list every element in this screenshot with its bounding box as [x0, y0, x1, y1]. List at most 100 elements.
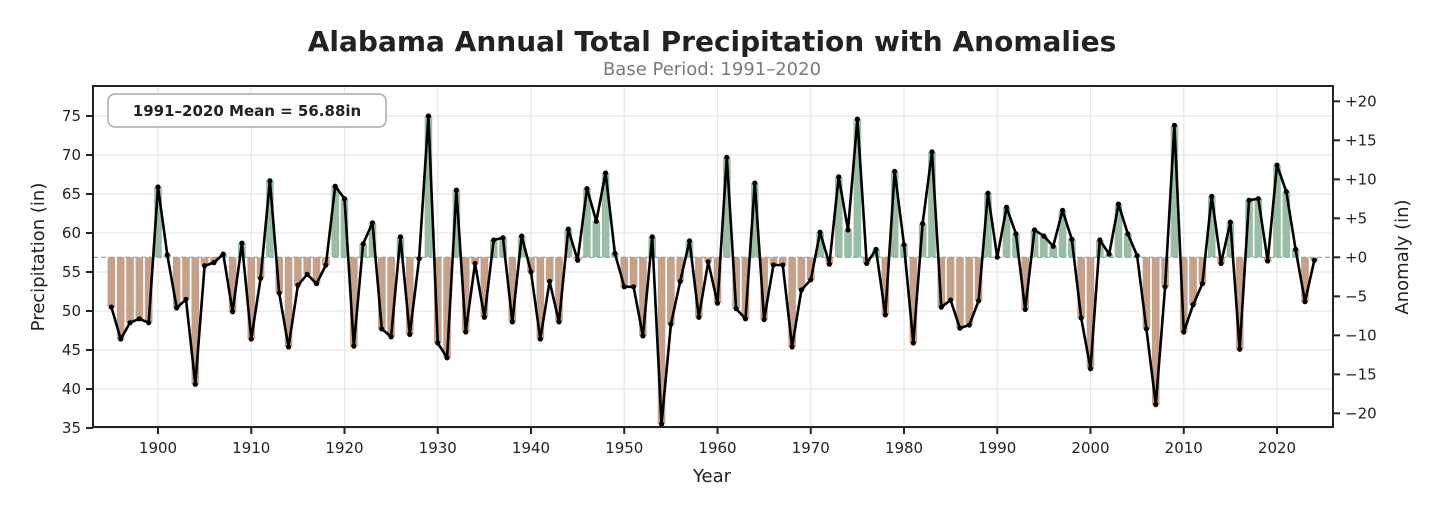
anomaly-bar: [471, 257, 479, 264]
anomaly-bar: [247, 257, 256, 340]
y2-tick-label: −5: [1345, 287, 1367, 305]
data-point: [1274, 162, 1280, 168]
data-point: [481, 314, 487, 320]
y-tick-label: 40: [62, 380, 81, 398]
data-point: [724, 154, 730, 160]
anomaly-bar: [508, 257, 517, 322]
x-tick-label: 1970: [792, 439, 830, 457]
data-point: [118, 336, 124, 342]
anomaly-bar: [182, 257, 190, 300]
anomaly-bar: [723, 157, 731, 258]
data-point: [388, 334, 394, 340]
data-point: [1293, 246, 1299, 252]
data-point: [742, 316, 749, 322]
y-tick-label: 75: [62, 107, 81, 125]
data-point: [1050, 243, 1056, 249]
data-point: [276, 290, 282, 296]
anomaly-bar: [266, 180, 274, 258]
anomaly-bar: [1207, 196, 1216, 258]
data-point: [1199, 281, 1205, 287]
precip-line: [110, 114, 1316, 426]
data-point: [267, 178, 273, 184]
anomaly-bar: [228, 257, 237, 312]
plot-frame: [92, 85, 1334, 428]
anomaly-bar: [713, 257, 722, 304]
data-point: [873, 246, 879, 252]
data-point: [966, 322, 972, 328]
data-point: [1041, 233, 1047, 239]
anomaly-bar: [592, 221, 601, 258]
anomaly-bar: [1254, 198, 1263, 258]
data-point: [528, 269, 534, 275]
anomaly-bar: [1151, 257, 1160, 405]
anomaly-bar: [956, 257, 964, 329]
anomaly-bar: [144, 257, 153, 323]
anomaly-bar: [1077, 257, 1085, 319]
data-point: [556, 319, 562, 325]
data-point: [416, 256, 422, 262]
data-point: [630, 284, 637, 290]
anomaly-bar: [452, 190, 461, 258]
anomaly-bar: [676, 257, 684, 282]
data-point: [994, 254, 1000, 260]
data-point: [1162, 284, 1168, 290]
data-point: [621, 284, 627, 290]
data-point: [752, 180, 758, 186]
y-tick-label: 50: [62, 302, 81, 320]
chart-title: Alabama Annual Total Precipitation with …: [308, 25, 1117, 58]
x-axis-label: Year: [692, 466, 732, 487]
data-point: [1246, 197, 1252, 203]
anomaly-bar: [816, 232, 824, 258]
anomaly-bar: [806, 257, 815, 280]
anomaly-bar: [657, 257, 666, 425]
data-point: [211, 260, 217, 266]
data-point: [519, 233, 525, 239]
anomaly-bar: [126, 257, 134, 323]
anomaly-bar: [844, 229, 852, 258]
anomaly-bar: [732, 257, 740, 309]
anomaly-bar: [294, 257, 302, 286]
anomaly-bar: [583, 188, 591, 258]
data-point: [761, 316, 767, 323]
anomaly-bar: [480, 257, 489, 318]
data-point: [1069, 236, 1075, 242]
anomaly-bar: [620, 257, 629, 287]
anomaly-bar: [601, 172, 610, 258]
data-point: [1125, 231, 1131, 237]
anomaly-bar: [350, 257, 358, 347]
anomaly-bar: [378, 257, 386, 329]
y2-tick-label: +0: [1345, 248, 1367, 266]
data-point: [183, 296, 189, 302]
anomaly-bar: [639, 257, 647, 336]
anomaly-bar: [788, 257, 796, 347]
data-point: [155, 184, 161, 190]
y-axis-right: +20 +15 +10 +5 +0 −5 −10 −15 −20: [1333, 92, 1377, 422]
data-point: [668, 321, 674, 327]
anomaly-bar: [1198, 257, 1207, 284]
anomaly-bar: [340, 198, 349, 258]
anomaly-bar: [1021, 257, 1030, 310]
anomaly-bar: [946, 257, 955, 301]
data-point: [714, 300, 721, 306]
y2-tick-label: +20: [1345, 92, 1377, 110]
anomaly-bars: [107, 116, 1319, 425]
data-point: [285, 344, 292, 350]
x-tick-label: 1940: [512, 439, 550, 457]
anomaly-bar: [797, 257, 806, 290]
y-axis-left: 35 40 45 50 55 60 65 70 75: [62, 107, 93, 437]
anomaly-bar: [545, 257, 554, 282]
x-tick-label: 2020: [1258, 439, 1296, 457]
anomaly-bar: [1002, 207, 1011, 258]
x-tick-label: 1900: [139, 439, 177, 457]
data-point: [985, 190, 991, 196]
anomaly-bar: [1040, 236, 1048, 258]
data-point: [1190, 302, 1196, 308]
anomaly-bar: [1245, 200, 1253, 258]
data-point: [397, 234, 404, 240]
data-point: [257, 275, 264, 281]
anomaly-bar: [695, 257, 703, 318]
data-point: [603, 170, 609, 176]
x-tick-label: 1910: [232, 439, 270, 457]
data-point: [640, 333, 646, 339]
anomaly-bar: [1189, 257, 1197, 305]
